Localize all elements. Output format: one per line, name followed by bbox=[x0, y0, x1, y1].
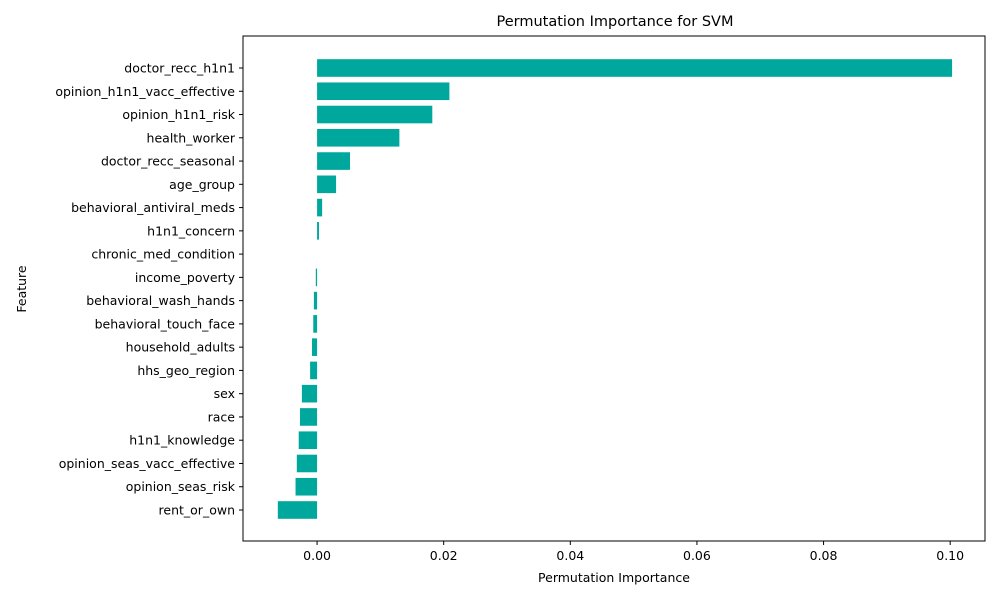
y-tick-label: h1n1_knowledge bbox=[129, 433, 235, 448]
y-tick-label: opinion_h1n1_vacc_effective bbox=[55, 84, 235, 99]
y-tick-label: income_poverty bbox=[135, 270, 236, 285]
y-tick-label: doctor_recc_seasonal bbox=[101, 154, 235, 169]
y-tick-label: doctor_recc_h1n1 bbox=[124, 61, 235, 76]
bar-behavioral_antiviral_meds bbox=[317, 198, 323, 217]
bar-doctor_recc_seasonal bbox=[317, 152, 350, 170]
bar-opinion_h1n1_vacc_effective bbox=[317, 82, 450, 101]
y-tick-label: race bbox=[208, 409, 236, 424]
x-tick-label: 0.10 bbox=[936, 548, 964, 563]
bar-h1n1_concern bbox=[317, 222, 319, 240]
bar-sex bbox=[301, 384, 318, 403]
bar-age_group bbox=[317, 175, 337, 194]
y-tick-label: hhs_geo_region bbox=[137, 363, 235, 378]
bar-opinion_h1n1_risk bbox=[317, 105, 433, 124]
y-tick-label: age_group bbox=[169, 177, 235, 192]
bar-opinion_seas_vacc_effective bbox=[296, 454, 318, 473]
bar-household_adults bbox=[312, 338, 318, 356]
bar-income_poverty bbox=[315, 268, 318, 287]
y-tick-label: health_worker bbox=[147, 130, 236, 145]
bar-h1n1_knowledge bbox=[298, 431, 318, 450]
x-tick-label: 0.00 bbox=[303, 548, 331, 563]
x-axis-label: Permutation Importance bbox=[538, 570, 690, 585]
y-tick-label: behavioral_touch_face bbox=[95, 316, 236, 331]
bar-doctor_recc_h1n1 bbox=[317, 59, 953, 77]
bar-behavioral_wash_hands bbox=[313, 291, 318, 310]
y-tick-label: opinion_h1n1_risk bbox=[122, 107, 235, 122]
y-tick-label: behavioral_antiviral_meds bbox=[71, 200, 235, 215]
y-tick-label: opinion_seas_vacc_effective bbox=[59, 456, 236, 471]
chart-title: Permutation Importance for SVM bbox=[496, 14, 733, 30]
y-tick-label: h1n1_concern bbox=[147, 223, 235, 238]
x-tick-label: 0.02 bbox=[430, 548, 458, 563]
y-tick-label: chronic_med_condition bbox=[91, 247, 235, 262]
bar-behavioral_touch_face bbox=[313, 315, 318, 333]
y-tick-labels: doctor_recc_h1n1 opinion_h1n1_vacc_effect… bbox=[55, 61, 243, 518]
x-axis: 0.00 0.02 0.04 0.06 0.08 0.10 bbox=[303, 541, 964, 563]
bar-health_worker bbox=[317, 128, 400, 147]
bar-race bbox=[299, 408, 318, 426]
y-tick-label: behavioral_wash_hands bbox=[86, 293, 235, 308]
bar-opinion_seas_risk bbox=[295, 477, 318, 496]
y-tick-label: rent_or_own bbox=[159, 503, 235, 518]
y-tick-label: sex bbox=[214, 386, 235, 401]
x-tick-label: 0.04 bbox=[556, 548, 584, 563]
plot-area bbox=[242, 35, 986, 542]
bars-group bbox=[277, 59, 953, 519]
y-tick-label: opinion_seas_risk bbox=[126, 479, 236, 494]
bar-rent_or_own bbox=[277, 501, 318, 519]
x-tick-label: 0.06 bbox=[683, 548, 711, 563]
bar-hhs_geo_region bbox=[310, 361, 318, 380]
x-tick-label: 0.08 bbox=[810, 548, 838, 563]
y-axis-label: Feature bbox=[14, 265, 29, 313]
y-tick-label: household_adults bbox=[126, 340, 235, 355]
